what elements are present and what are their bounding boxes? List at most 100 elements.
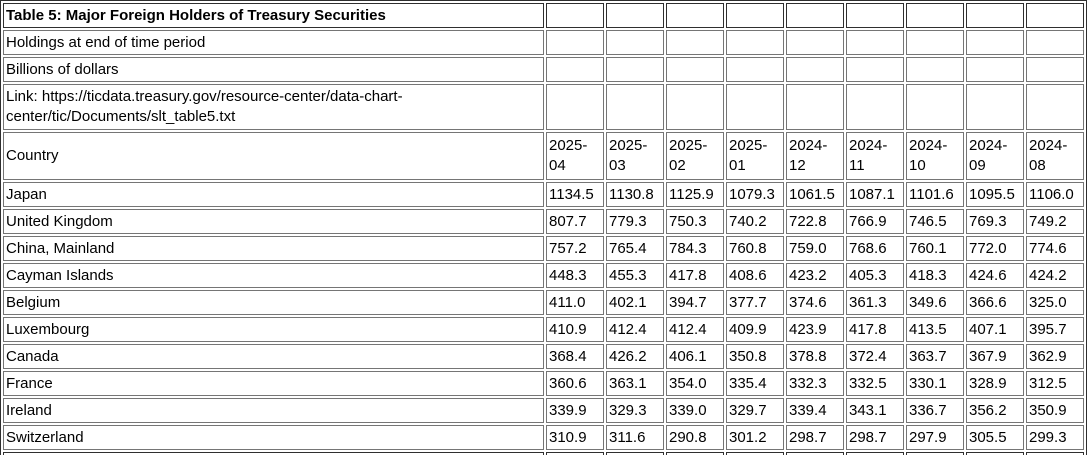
value-cell: 412.4 bbox=[666, 317, 724, 342]
value-cell: 374.6 bbox=[786, 290, 844, 315]
empty-cell bbox=[546, 57, 604, 82]
table-row: Cayman Islands 448.3 455.3 417.8 408.6 423.2 4… bbox=[3, 263, 1084, 288]
value-cell: 412.4 bbox=[606, 317, 664, 342]
value-cell: 779.3 bbox=[606, 209, 664, 234]
table-title: Table 5: Major Foreign Holders of Treasu… bbox=[3, 3, 544, 28]
country-cell: Cayman Islands bbox=[3, 263, 544, 288]
value-cell: 1106.0 bbox=[1026, 182, 1084, 207]
value-cell: 765.4 bbox=[606, 236, 664, 261]
empty-cell bbox=[3, 452, 544, 455]
subtitle-row: Holdings at end of time period bbox=[3, 30, 1084, 55]
empty-cell bbox=[546, 3, 604, 28]
empty-cell bbox=[906, 84, 964, 130]
value-cell: 330.1 bbox=[906, 371, 964, 396]
value-cell: 363.1 bbox=[606, 371, 664, 396]
value-cell: 1095.5 bbox=[966, 182, 1024, 207]
empty-cell bbox=[726, 84, 784, 130]
value-cell: 760.8 bbox=[726, 236, 784, 261]
value-cell: 367.9 bbox=[966, 344, 1024, 369]
value-cell: 455.3 bbox=[606, 263, 664, 288]
country-cell: Switzerland bbox=[3, 425, 544, 450]
value-cell: 410.9 bbox=[546, 317, 604, 342]
value-cell: 336.7 bbox=[906, 398, 964, 423]
empty-cell bbox=[966, 57, 1024, 82]
date-header-cell: 2025-02 bbox=[666, 132, 724, 180]
empty-cell bbox=[726, 30, 784, 55]
table-row: Switzerland 310.9 311.6 290.8 301.2 298.7 298.… bbox=[3, 425, 1084, 450]
value-cell: 423.9 bbox=[786, 317, 844, 342]
empty-cell bbox=[606, 57, 664, 82]
value-cell: 405.3 bbox=[846, 263, 904, 288]
value-cell: 768.6 bbox=[846, 236, 904, 261]
empty-cell bbox=[666, 30, 724, 55]
date-header-cell: 2024-09 bbox=[966, 132, 1024, 180]
value-cell: 417.8 bbox=[846, 317, 904, 342]
empty-cell bbox=[666, 452, 724, 455]
date-header-cell: 2025-03 bbox=[606, 132, 664, 180]
country-cell: Ireland bbox=[3, 398, 544, 423]
value-cell: 297.9 bbox=[906, 425, 964, 450]
empty-cell bbox=[606, 452, 664, 455]
value-cell: 774.6 bbox=[1026, 236, 1084, 261]
country-cell: China, Mainland bbox=[3, 236, 544, 261]
value-cell: 350.9 bbox=[1026, 398, 1084, 423]
value-cell: 298.7 bbox=[846, 425, 904, 450]
empty-cell bbox=[1026, 452, 1084, 455]
value-cell: 423.2 bbox=[786, 263, 844, 288]
value-cell: 328.9 bbox=[966, 371, 1024, 396]
value-cell: 360.6 bbox=[546, 371, 604, 396]
value-cell: 740.2 bbox=[726, 209, 784, 234]
value-cell: 311.6 bbox=[606, 425, 664, 450]
empty-cell bbox=[906, 57, 964, 82]
value-cell: 349.6 bbox=[906, 290, 964, 315]
empty-cell bbox=[666, 84, 724, 130]
value-cell: 305.5 bbox=[966, 425, 1024, 450]
value-cell: 310.9 bbox=[546, 425, 604, 450]
country-cell: Luxembourg bbox=[3, 317, 544, 342]
value-cell: 722.8 bbox=[786, 209, 844, 234]
empty-cell bbox=[666, 57, 724, 82]
empty-cell bbox=[1026, 30, 1084, 55]
empty-cell bbox=[726, 3, 784, 28]
value-cell: 757.2 bbox=[546, 236, 604, 261]
value-cell: 325.0 bbox=[1026, 290, 1084, 315]
source-link-text: Link: https://ticdata.treasury.gov/resou… bbox=[3, 84, 544, 130]
country-header-cell: Country bbox=[3, 132, 544, 180]
empty-cell bbox=[606, 30, 664, 55]
empty-cell bbox=[966, 3, 1024, 28]
value-cell: 361.3 bbox=[846, 290, 904, 315]
value-cell: 312.5 bbox=[1026, 371, 1084, 396]
table-row: Belgium 411.0 402.1 394.7 377.7 374.6 361.3 349… bbox=[3, 290, 1084, 315]
empty-cell bbox=[546, 30, 604, 55]
value-cell: 1134.5 bbox=[546, 182, 604, 207]
value-cell: 354.0 bbox=[666, 371, 724, 396]
value-cell: 299.3 bbox=[1026, 425, 1084, 450]
value-cell: 766.9 bbox=[846, 209, 904, 234]
value-cell: 356.2 bbox=[966, 398, 1024, 423]
value-cell: 1087.1 bbox=[846, 182, 904, 207]
date-header-cell: 2024-10 bbox=[906, 132, 964, 180]
empty-cell bbox=[1026, 57, 1084, 82]
value-cell: 749.2 bbox=[1026, 209, 1084, 234]
subtitle-units: Billions of dollars bbox=[3, 57, 544, 82]
empty-cell bbox=[966, 84, 1024, 130]
empty-cell bbox=[786, 30, 844, 55]
empty-cell bbox=[906, 452, 964, 455]
value-cell: 1101.6 bbox=[906, 182, 964, 207]
table-row: Canada 368.4 426.2 406.1 350.8 378.8 372.4 363.… bbox=[3, 344, 1084, 369]
value-cell: 350.8 bbox=[726, 344, 784, 369]
value-cell: 298.7 bbox=[786, 425, 844, 450]
value-cell: 332.3 bbox=[786, 371, 844, 396]
units-row: Billions of dollars bbox=[3, 57, 1084, 82]
table-row: Japan 1134.5 1130.8 1125.9 1079.3 1061.5 1087.… bbox=[3, 182, 1084, 207]
value-cell: 343.1 bbox=[846, 398, 904, 423]
empty-cell bbox=[966, 452, 1024, 455]
empty-cell bbox=[606, 84, 664, 130]
empty-cell bbox=[1026, 84, 1084, 130]
empty-cell bbox=[906, 30, 964, 55]
value-cell: 426.2 bbox=[606, 344, 664, 369]
empty-cell bbox=[966, 30, 1024, 55]
value-cell: 290.8 bbox=[666, 425, 724, 450]
title-row: Table 5: Major Foreign Holders of Treasu… bbox=[3, 3, 1084, 28]
